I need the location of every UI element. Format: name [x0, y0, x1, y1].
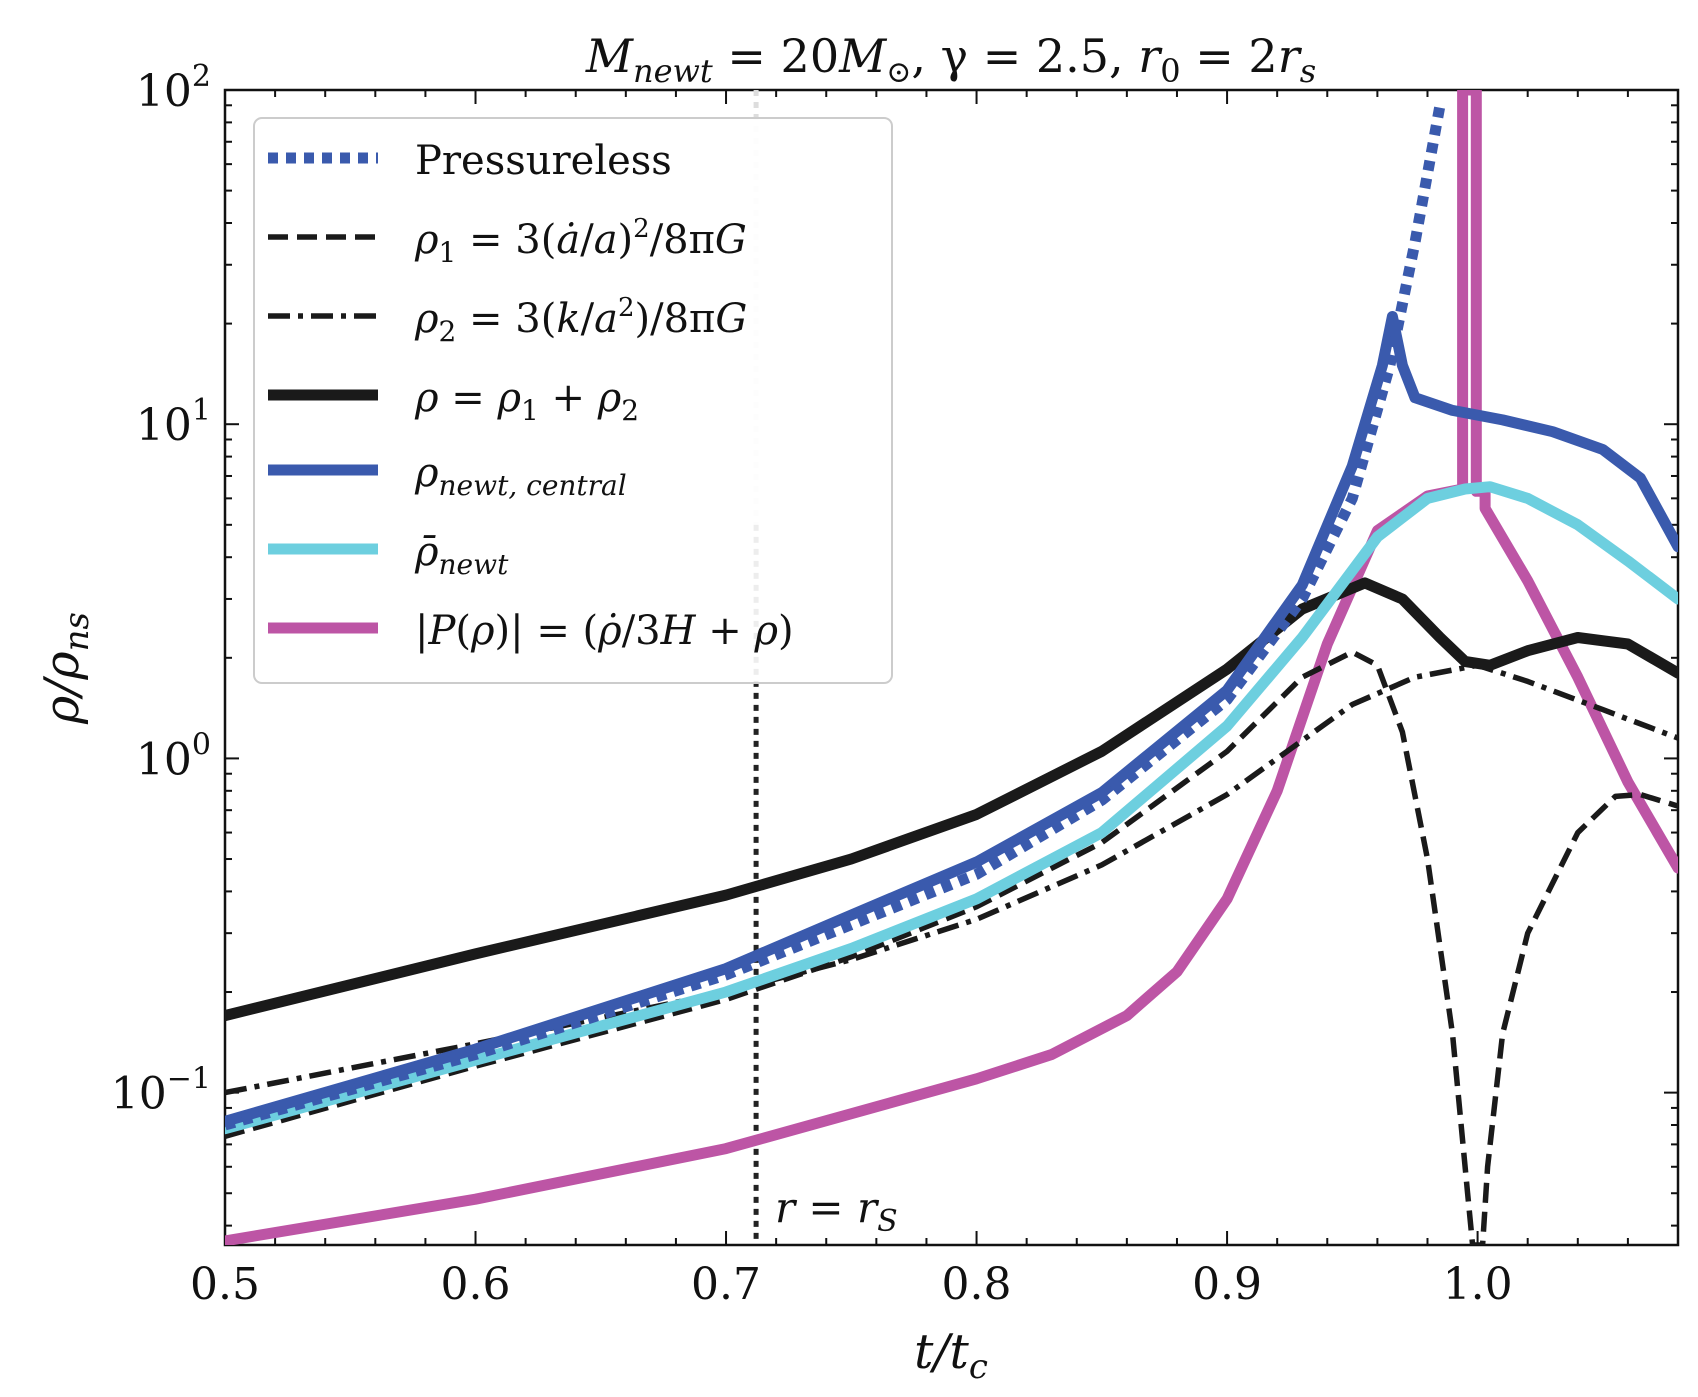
- legend-label-rho-total: ρ = ρ1 + ρ2: [414, 375, 639, 427]
- series-layer: [225, 90, 1678, 1245]
- x-tick-label: 0.6: [441, 1259, 511, 1310]
- series-line-rho1: [225, 649, 1678, 1245]
- legend-label-pressureless: Pressureless: [415, 138, 672, 184]
- legend-label-rho-newt-central: ρnewt, central: [414, 450, 627, 502]
- legend-label-abs-pressure: |P(ρ)| = (ρ̇/3H + ρ): [415, 608, 794, 654]
- series-line-rho: [225, 577, 1678, 1022]
- tick-labels: 0.5 0.6 0.7 0.8 0.9 1.0 10−1 100 101 102: [111, 59, 1513, 1310]
- legend-label-rho-bar-newt: ρ̄newt: [414, 529, 509, 581]
- ticks: [224, 90, 1679, 1245]
- legend-box: [253, 117, 893, 684]
- annotation-r-equals-rs: r = rS: [775, 1183, 898, 1239]
- y-tick-label: 102: [136, 59, 211, 117]
- legend-lines: [268, 152, 378, 634]
- series-line-rho-newt-central: [225, 311, 1678, 1127]
- y-axis-label: ρ/ρns: [34, 612, 97, 725]
- x-axis-label: t/tc: [914, 1324, 988, 1387]
- y-tick-label: 101: [136, 393, 211, 451]
- legend-label-rho2: ρ2 = 3(k/a2)/8πG: [414, 293, 747, 348]
- legend-label-rho1: ρ1 = 3(ȧ/a)2/8πG: [414, 214, 747, 269]
- x-tick-label: 0.8: [942, 1259, 1012, 1310]
- x-tick-label: 0.5: [190, 1259, 260, 1310]
- series-line-pressureless: [225, 104, 1446, 1131]
- legend: Pressureless ρ1 = 3(ȧ/a)2/8πG ρ2 = 3(k/a…: [253, 117, 893, 684]
- x-tick-label: 0.7: [691, 1259, 761, 1310]
- plot-area: [225, 90, 1678, 1245]
- series-line-rho-bar-newt: [225, 481, 1678, 1135]
- x-tick-label: 1.0: [1443, 1259, 1513, 1310]
- y-tick-label: 10−1: [111, 1062, 211, 1120]
- x-tick-label: 0.9: [1192, 1259, 1262, 1310]
- chart-title: Mnewt = 20M⊙, γ = 2.5, r0 = 2rs: [585, 29, 1316, 90]
- y-tick-label: 100: [136, 727, 211, 785]
- series-line-rho2: [225, 662, 1678, 1096]
